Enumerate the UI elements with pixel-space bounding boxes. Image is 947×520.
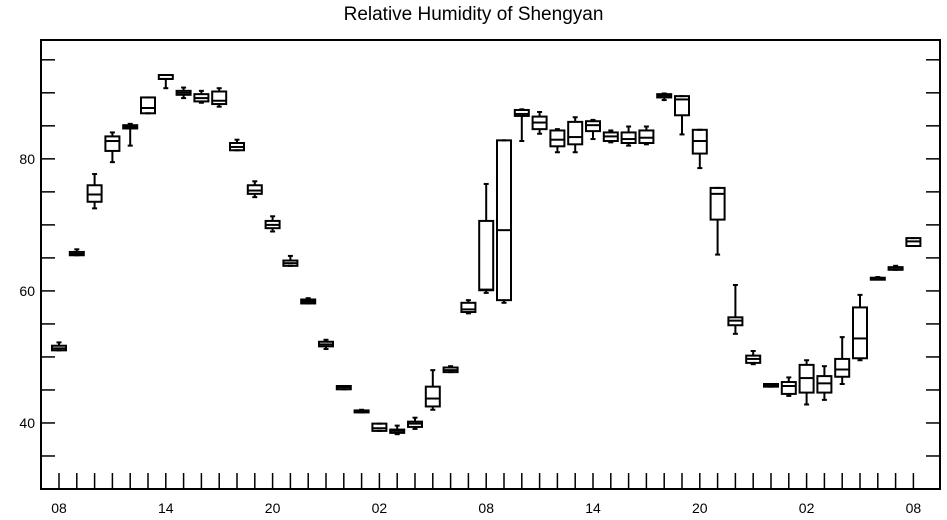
box-47 bbox=[887, 264, 904, 271]
box-body bbox=[496, 139, 512, 302]
box-26 bbox=[513, 108, 530, 143]
box-37 bbox=[709, 186, 726, 256]
plot-frame bbox=[40, 39, 941, 490]
box-42 bbox=[798, 359, 815, 406]
chart-title: Relative Humidity of Shengyan bbox=[343, 4, 604, 25]
box-6 bbox=[157, 73, 174, 90]
box-body bbox=[211, 90, 228, 106]
box-12 bbox=[264, 215, 281, 233]
box-body bbox=[709, 186, 726, 221]
box-body bbox=[460, 301, 477, 314]
box-1 bbox=[68, 248, 85, 257]
box-25 bbox=[496, 139, 512, 304]
box-8 bbox=[193, 89, 210, 104]
x-tick-label: 20 bbox=[265, 500, 281, 516]
box-30 bbox=[585, 118, 601, 141]
box-48 bbox=[905, 237, 922, 248]
box-41 bbox=[780, 376, 797, 397]
box-0 bbox=[51, 341, 67, 352]
box-40 bbox=[763, 383, 779, 388]
box-body bbox=[567, 120, 584, 146]
x-tick-label: 14 bbox=[158, 500, 174, 516]
box-35 bbox=[674, 95, 690, 136]
box-5 bbox=[140, 96, 156, 115]
box-39 bbox=[745, 349, 762, 366]
box-45 bbox=[852, 293, 868, 362]
box-33 bbox=[638, 125, 655, 146]
box-27 bbox=[531, 110, 548, 135]
box-body bbox=[424, 385, 441, 408]
x-tick-label: 08 bbox=[478, 500, 494, 516]
box-34 bbox=[656, 92, 673, 102]
x-tick-label: 20 bbox=[692, 500, 708, 516]
box-24 bbox=[478, 182, 495, 294]
box-body bbox=[620, 131, 637, 145]
box-46 bbox=[869, 276, 886, 281]
box-body bbox=[852, 306, 868, 360]
box-23 bbox=[460, 299, 477, 315]
box-9 bbox=[211, 87, 228, 108]
box-10 bbox=[229, 138, 245, 152]
x-axis-ticks: 08 14 20 02 08 14 20 02 08 bbox=[51, 473, 921, 516]
box-body bbox=[674, 95, 690, 117]
x-tick-label: 08 bbox=[51, 500, 67, 516]
box-31 bbox=[602, 129, 619, 144]
box-body bbox=[780, 381, 797, 395]
box-18 bbox=[371, 422, 388, 432]
y-tick-label: 60 bbox=[19, 283, 35, 299]
box-4 bbox=[122, 122, 139, 147]
box-22 bbox=[442, 365, 459, 374]
box-body bbox=[549, 129, 566, 148]
box-32 bbox=[620, 125, 637, 147]
x-tick-label: 02 bbox=[799, 500, 815, 516]
box-43 bbox=[816, 365, 833, 401]
y-axis-ticks: 40 60 80 bbox=[19, 59, 940, 457]
box-28 bbox=[549, 128, 566, 154]
box-13 bbox=[282, 254, 299, 267]
box-20 bbox=[407, 416, 423, 430]
box-38 bbox=[727, 283, 744, 335]
box-11 bbox=[246, 180, 263, 199]
box-21 bbox=[424, 369, 441, 411]
box-body bbox=[834, 357, 851, 378]
box-body bbox=[104, 135, 121, 152]
box-body bbox=[478, 219, 495, 292]
x-tick-label: 08 bbox=[906, 500, 922, 516]
box-15 bbox=[318, 338, 334, 351]
box-2 bbox=[86, 173, 103, 210]
box-body bbox=[140, 96, 156, 115]
y-tick-label: 40 bbox=[19, 415, 35, 431]
x-tick-label: 02 bbox=[372, 500, 388, 516]
box-17 bbox=[353, 408, 370, 414]
box-36 bbox=[691, 128, 708, 170]
box-19 bbox=[389, 424, 406, 436]
box-29 bbox=[567, 116, 584, 154]
box-44 bbox=[834, 336, 851, 386]
y-tick-label: 80 bbox=[19, 151, 35, 167]
box-14 bbox=[300, 297, 317, 305]
box-3 bbox=[104, 131, 121, 164]
box-16 bbox=[335, 384, 352, 391]
box-series bbox=[51, 73, 922, 436]
x-tick-label: 14 bbox=[585, 500, 601, 516]
box-7 bbox=[175, 86, 192, 100]
